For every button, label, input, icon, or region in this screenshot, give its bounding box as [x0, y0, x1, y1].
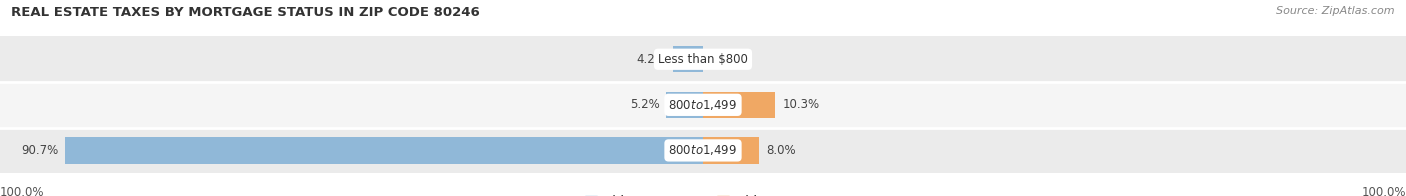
Legend: Without Mortgage, With Mortgage: Without Mortgage, With Mortgage	[581, 190, 825, 196]
Text: REAL ESTATE TAXES BY MORTGAGE STATUS IN ZIP CODE 80246: REAL ESTATE TAXES BY MORTGAGE STATUS IN …	[11, 6, 479, 19]
Text: Source: ZipAtlas.com: Source: ZipAtlas.com	[1277, 6, 1395, 16]
Bar	[0, 82, 1406, 128]
Text: 100.0%: 100.0%	[1361, 186, 1406, 196]
Bar	[673, 46, 703, 73]
Bar	[703, 92, 776, 118]
Bar	[65, 137, 703, 164]
Text: 100.0%: 100.0%	[0, 186, 45, 196]
Text: 90.7%: 90.7%	[21, 144, 58, 157]
Text: $800 to $1,499: $800 to $1,499	[668, 143, 738, 157]
Text: 4.2%: 4.2%	[637, 53, 666, 66]
Text: 5.2%: 5.2%	[630, 98, 659, 111]
Bar	[703, 137, 759, 164]
Bar	[666, 92, 703, 118]
Text: Less than $800: Less than $800	[658, 53, 748, 66]
Text: 0.0%: 0.0%	[710, 53, 740, 66]
Bar	[0, 128, 1406, 173]
Text: 8.0%: 8.0%	[766, 144, 796, 157]
Bar	[0, 36, 1406, 82]
Text: 10.3%: 10.3%	[782, 98, 820, 111]
Text: $800 to $1,499: $800 to $1,499	[668, 98, 738, 112]
